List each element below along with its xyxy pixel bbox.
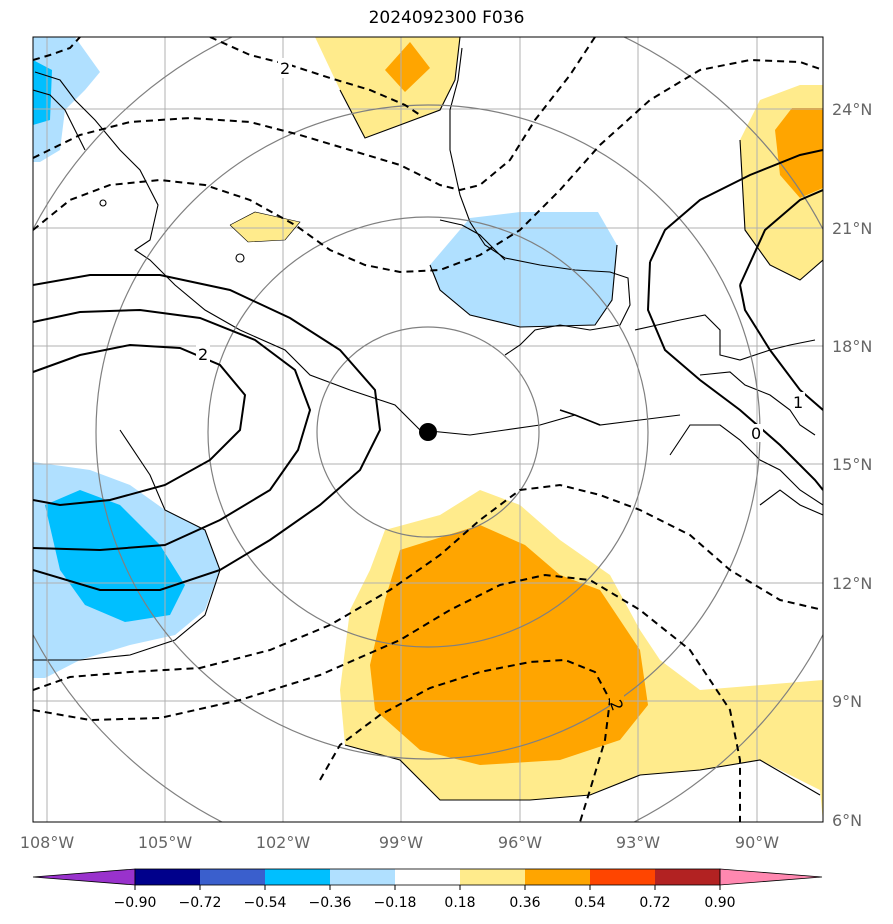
contour-label: 1 xyxy=(793,393,803,412)
storm-center-dot xyxy=(419,423,437,441)
lon-label: 90°W xyxy=(735,833,779,852)
contour-label: 2 xyxy=(198,345,208,364)
colorbar-bin xyxy=(655,869,720,885)
colorbar-high-extend xyxy=(719,868,823,886)
colorbar-bin xyxy=(330,869,395,885)
lat-label: 18°N xyxy=(832,337,872,356)
colorbar-tick-label: −0.36 xyxy=(309,895,352,911)
positive-anomaly-area-north xyxy=(315,37,460,138)
coastlines xyxy=(33,37,823,801)
colorbar-bin xyxy=(265,869,330,885)
colorbar-bin xyxy=(395,869,460,885)
contour-label-group: 2 2 2 0 1 xyxy=(196,58,805,715)
colorbar-frame xyxy=(134,868,721,886)
colorbar-tick-label: 0.36 xyxy=(509,895,540,911)
colorbar-tick-label: −0.72 xyxy=(179,895,222,911)
longitude-axis: 108°W 105°W 102°W 99°W 96°W 93°W 90°W xyxy=(20,833,779,852)
lon-label: 96°W xyxy=(498,833,542,852)
colorbar-bin xyxy=(135,869,200,885)
lat-label: 6°N xyxy=(832,811,862,830)
negative-anomaly-area-gulf xyxy=(430,212,617,327)
positive-anomaly-core-east xyxy=(775,108,823,198)
lat-label: 15°N xyxy=(832,455,872,474)
colorbar-tick-label: 0.72 xyxy=(639,895,670,911)
colorbar-tick-label: −0.90 xyxy=(114,895,157,911)
colorbar-bin xyxy=(460,869,525,885)
positive-anomaly-area-small xyxy=(230,212,300,242)
colorbar-bin xyxy=(200,869,265,885)
colorbar-low-extend xyxy=(32,868,136,886)
colorbar-tick-label: −0.18 xyxy=(374,895,417,911)
map-frame xyxy=(32,36,824,823)
lon-label: 108°W xyxy=(20,833,75,852)
colorbar-tick-label: 0.90 xyxy=(704,895,735,911)
lat-label: 21°N xyxy=(832,219,872,238)
lat-label: 24°N xyxy=(832,100,872,119)
colorbar-tick-label: 0.18 xyxy=(444,895,475,911)
contour-label: 0 xyxy=(751,424,761,443)
lon-label: 93°W xyxy=(616,833,660,852)
latitude-axis: 24°N 21°N 18°N 15°N 12°N 9°N 6°N xyxy=(832,100,872,830)
dashed-contours xyxy=(33,37,823,822)
shaded-field-layer xyxy=(33,37,823,822)
colorbar: −0.90 −0.72 −0.54 −0.36 −0.18 0.18 0.36 … xyxy=(32,868,823,911)
colorbar-tick-label: 0.54 xyxy=(574,895,605,911)
lat-label: 12°N xyxy=(832,574,872,593)
colorbar-bin xyxy=(590,869,655,885)
solid-contours xyxy=(33,149,823,591)
lon-label: 99°W xyxy=(379,833,423,852)
lat-label: 9°N xyxy=(832,692,862,711)
colorbar-bin xyxy=(525,869,590,885)
map-title: 2024092300 F036 xyxy=(368,8,525,28)
negative-anomaly-area-northwest xyxy=(33,37,100,162)
positive-anomaly-core-north xyxy=(385,42,430,92)
colorbar-tick-label: −0.54 xyxy=(244,895,287,911)
positive-anomaly-core-south xyxy=(370,525,648,765)
contour-label: 2 xyxy=(280,59,290,78)
lon-label: 102°W xyxy=(256,833,311,852)
lon-label: 105°W xyxy=(138,833,193,852)
